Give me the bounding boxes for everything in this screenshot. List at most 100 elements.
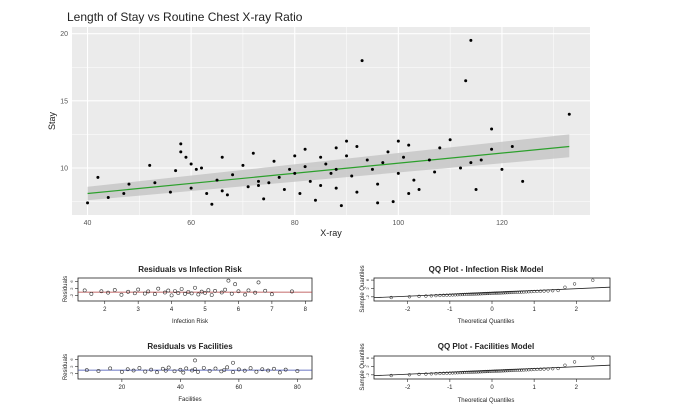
y-axis-label: Residuals bbox=[63, 354, 69, 380]
residual-point bbox=[253, 290, 258, 295]
x-axis-label: X-ray bbox=[320, 228, 342, 238]
qq-point bbox=[551, 289, 555, 293]
residual-point bbox=[248, 366, 253, 371]
qq-point bbox=[484, 291, 488, 296]
data-point bbox=[86, 201, 90, 205]
residual-point bbox=[183, 292, 187, 296]
x-tick-label: 20 bbox=[119, 385, 126, 391]
residual-point bbox=[99, 289, 104, 294]
data-point bbox=[303, 165, 307, 169]
data-point bbox=[96, 175, 100, 179]
data-point bbox=[231, 173, 235, 177]
data-point bbox=[308, 179, 312, 183]
residual-point bbox=[231, 370, 235, 375]
qq-point bbox=[407, 373, 412, 377]
fit-line-segment bbox=[87, 145, 570, 195]
residual-point bbox=[131, 368, 136, 373]
residual-point bbox=[223, 287, 227, 292]
x-tick-label: 60 bbox=[236, 385, 243, 391]
qq-point bbox=[458, 292, 462, 297]
qq-point bbox=[505, 368, 509, 373]
qq-point bbox=[492, 291, 497, 295]
data-point bbox=[402, 155, 406, 159]
residual-point bbox=[186, 290, 191, 294]
qq-point bbox=[535, 367, 539, 372]
x-tick-label: -2 bbox=[405, 385, 411, 391]
qq-point bbox=[480, 370, 484, 374]
data-point bbox=[220, 189, 224, 193]
qq-point bbox=[482, 291, 486, 296]
x-ticks: -2 -1 0 1 2 bbox=[405, 301, 579, 313]
qq-point bbox=[463, 292, 467, 297]
points bbox=[82, 278, 294, 298]
data-point bbox=[288, 167, 292, 171]
residual-point bbox=[203, 290, 207, 295]
data-point bbox=[246, 185, 250, 189]
residuals-infection-chart: Residuals vs Infection Risk 2 3 4 5 6 7 8 -2 2 6… bbox=[63, 265, 313, 325]
qq-point bbox=[556, 288, 560, 293]
residual-point bbox=[219, 369, 224, 374]
y-ticks: -2 2 6 bbox=[69, 280, 78, 297]
residual-point bbox=[207, 368, 212, 373]
y-tick-label: 15 bbox=[60, 98, 68, 105]
residual-point bbox=[169, 293, 174, 298]
qq-point bbox=[500, 291, 504, 295]
qq-point bbox=[434, 371, 438, 376]
qq-point bbox=[389, 373, 393, 378]
residual-point bbox=[256, 280, 261, 285]
qq-point bbox=[424, 372, 428, 376]
data-point bbox=[396, 171, 400, 175]
residual-point bbox=[269, 292, 274, 297]
residual-point bbox=[156, 286, 161, 291]
qq-point bbox=[522, 290, 526, 294]
plot-frame bbox=[77, 355, 313, 380]
x-tick-label: 120 bbox=[496, 220, 508, 227]
qq-point bbox=[535, 289, 539, 294]
data-point bbox=[179, 142, 183, 146]
plot-frame bbox=[373, 277, 611, 302]
data-point bbox=[350, 174, 354, 178]
qq-point bbox=[458, 370, 462, 375]
residual-point bbox=[206, 288, 211, 293]
residual-point bbox=[295, 369, 300, 373]
data-point bbox=[459, 166, 462, 170]
data-point bbox=[376, 182, 380, 186]
chart-title: QQ Plot - Facilities Model bbox=[438, 342, 534, 351]
qq-point bbox=[489, 291, 493, 295]
residual-point bbox=[242, 368, 247, 373]
data-point bbox=[324, 162, 328, 166]
data-point bbox=[376, 201, 380, 205]
residual-point bbox=[209, 293, 214, 297]
x-axis-label: Theoretical Quantiles bbox=[458, 398, 515, 404]
qq-point bbox=[469, 370, 473, 374]
residual-point bbox=[125, 367, 130, 372]
qq-point bbox=[494, 291, 499, 295]
residual-point bbox=[166, 288, 171, 293]
data-point bbox=[448, 138, 452, 142]
qq-point bbox=[453, 371, 457, 375]
residual-point bbox=[254, 369, 259, 374]
qq-point bbox=[485, 369, 490, 374]
chart-title: Residuals vs Infection Risk bbox=[138, 265, 242, 274]
residual-point bbox=[96, 369, 101, 373]
qq-point bbox=[441, 371, 446, 375]
residual-point bbox=[160, 366, 165, 371]
qq-point bbox=[389, 295, 393, 300]
data-point bbox=[396, 139, 400, 143]
residual-point bbox=[119, 292, 124, 297]
qq-point bbox=[438, 371, 442, 376]
qq-point bbox=[424, 294, 428, 298]
y-axis-label: Sample Quantiles bbox=[360, 343, 366, 390]
qq-point bbox=[460, 292, 465, 297]
x-tick-label: 2 bbox=[575, 307, 579, 313]
residual-point bbox=[184, 366, 189, 371]
data-point bbox=[194, 167, 198, 171]
residual-point bbox=[219, 290, 224, 295]
qq-point bbox=[511, 290, 515, 295]
residual-point bbox=[193, 358, 197, 363]
qq-point bbox=[551, 367, 555, 371]
y-tick-label: 2 bbox=[365, 365, 370, 368]
data-point bbox=[407, 143, 411, 147]
data-point bbox=[251, 151, 255, 155]
residual-point bbox=[112, 288, 117, 292]
